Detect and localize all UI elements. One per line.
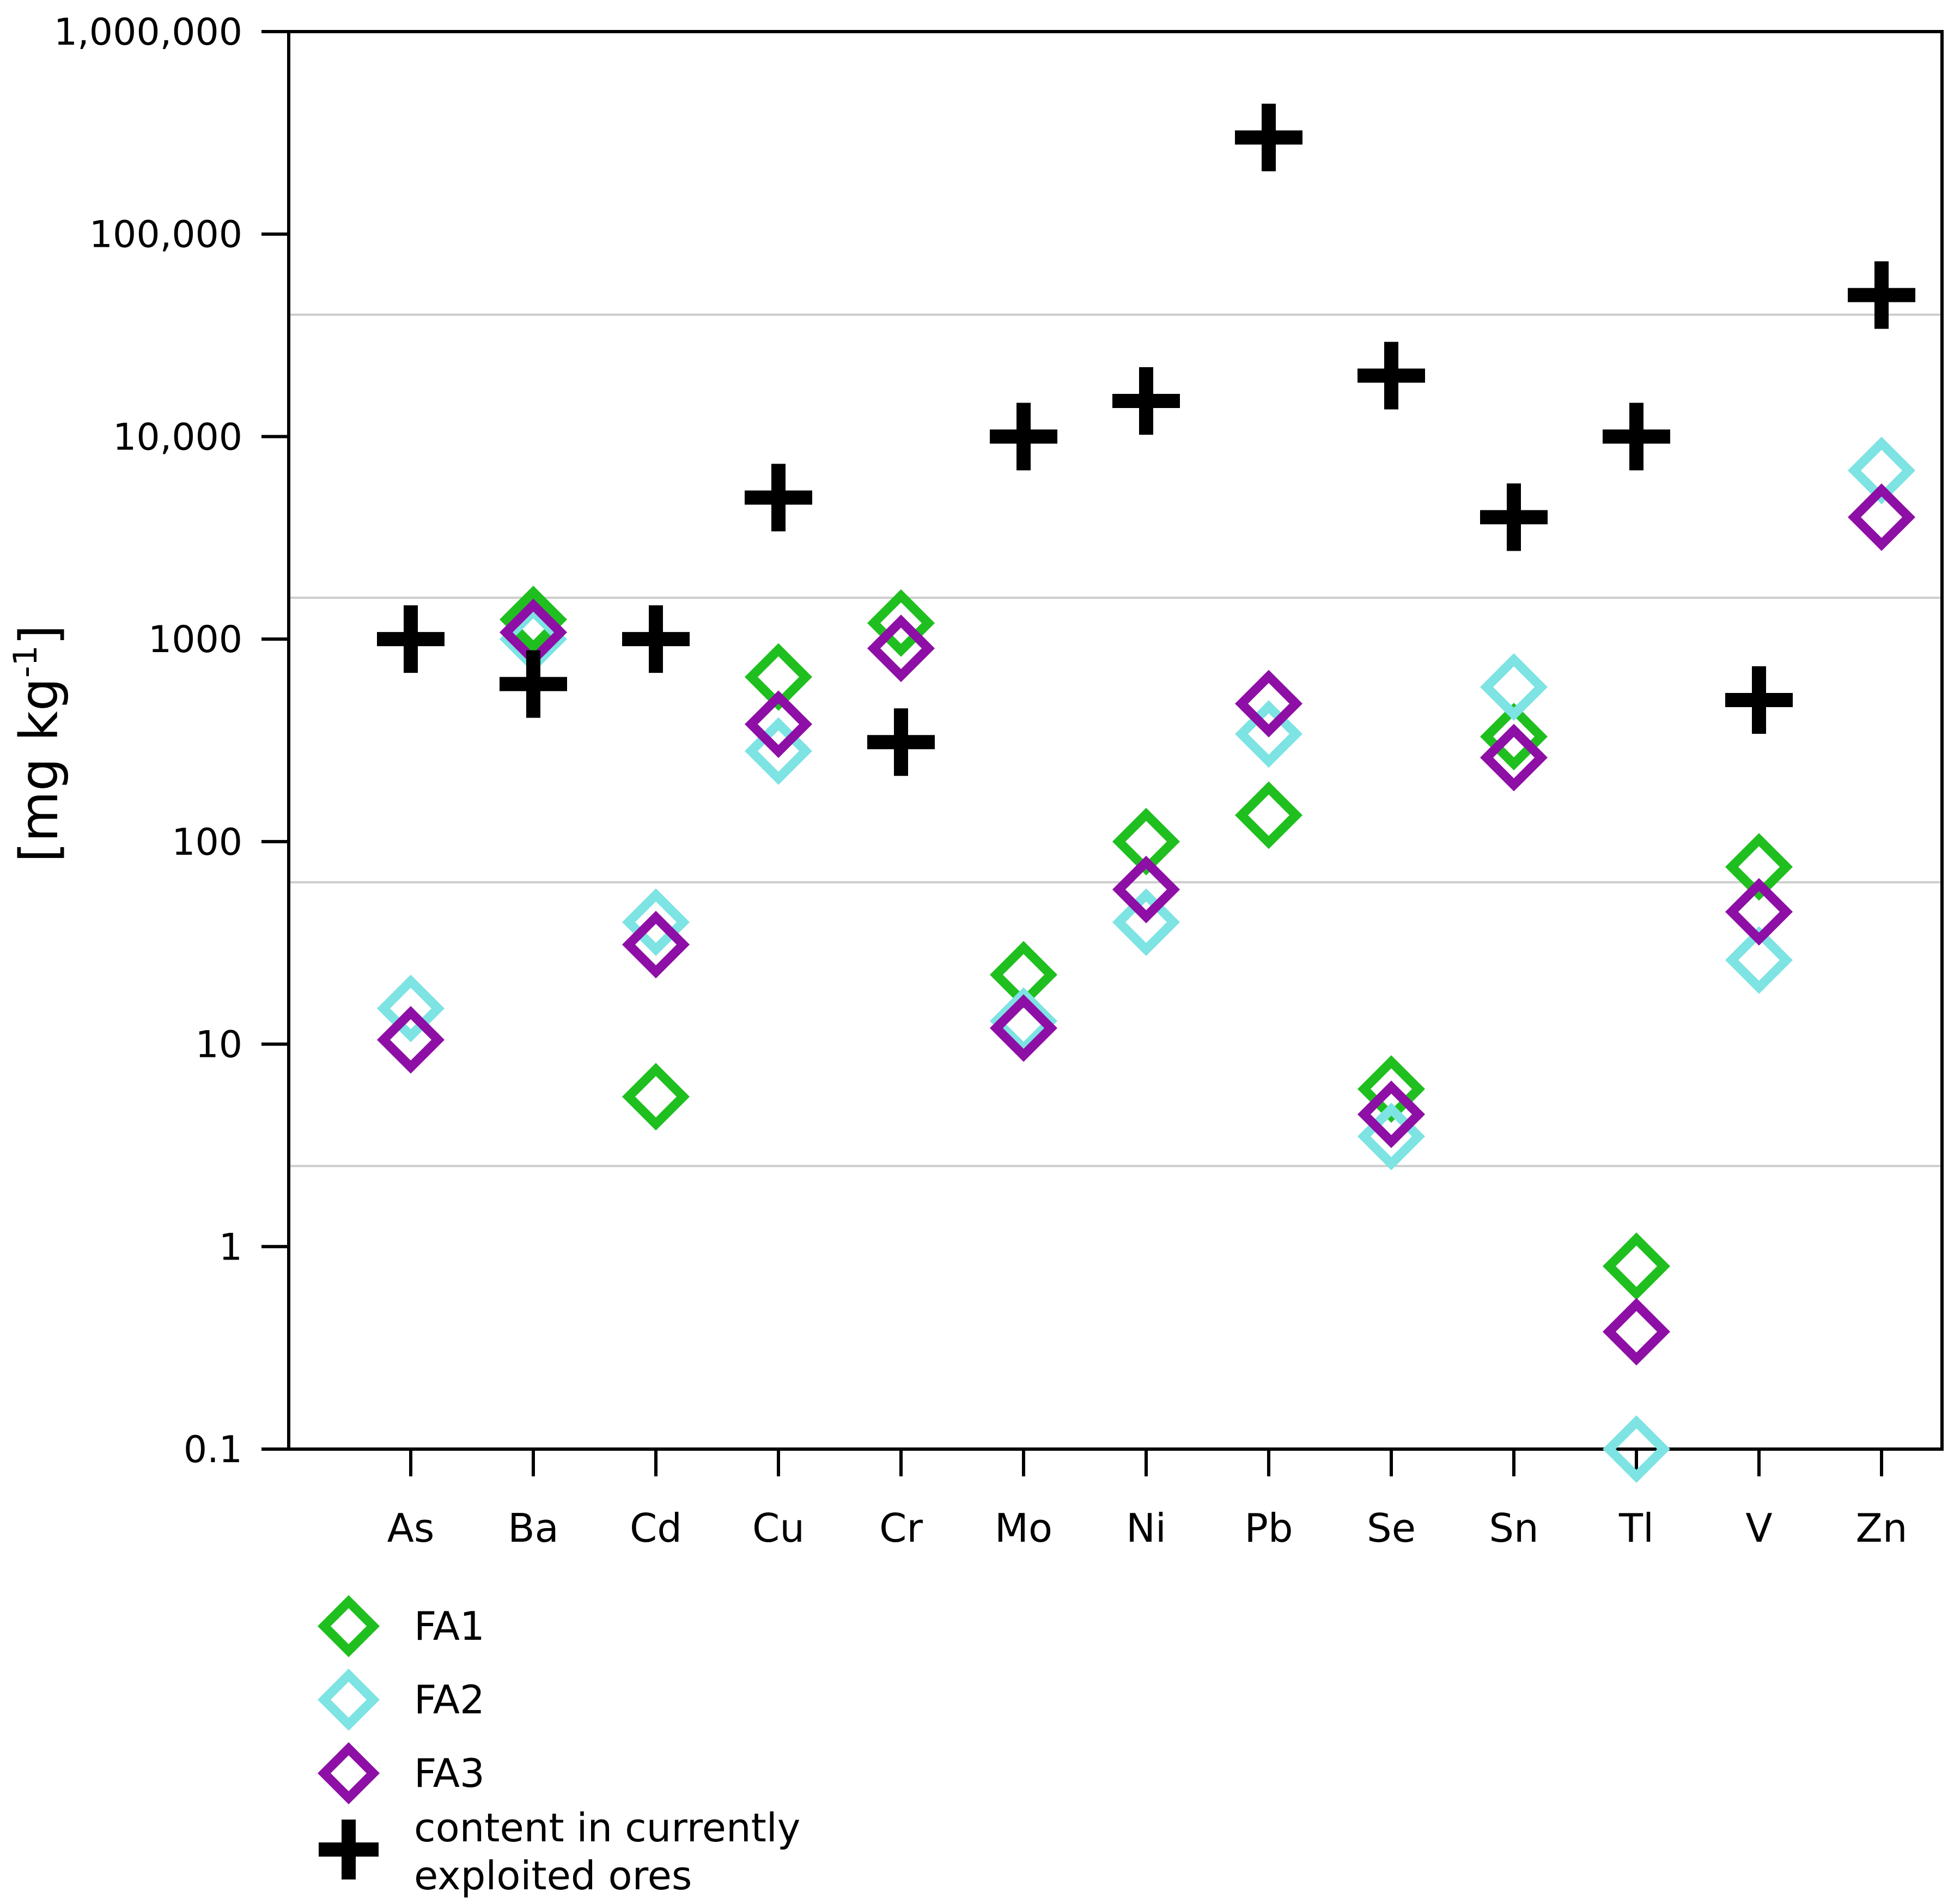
data-point xyxy=(1357,1055,1426,1123)
y-tick-label: 0.1 xyxy=(184,1428,242,1471)
legend-label: FA1 xyxy=(414,1603,485,1649)
y-tick-label: 1 xyxy=(219,1226,242,1269)
x-tick-label: Ni xyxy=(1126,1505,1166,1551)
data-point xyxy=(1480,483,1548,551)
data-point xyxy=(622,1063,690,1131)
legend-marker xyxy=(319,1820,379,1879)
legend-marker xyxy=(317,1742,380,1805)
y-axis-label-sup: -1 xyxy=(7,645,45,678)
plot-frame xyxy=(287,30,1944,1451)
legend-marker xyxy=(317,1595,380,1658)
x-tick-label: Pb xyxy=(1244,1505,1293,1551)
data-point xyxy=(744,690,813,758)
data-point xyxy=(1234,670,1303,738)
data-point xyxy=(1480,703,1548,771)
x-tick-label: Sn xyxy=(1489,1505,1538,1551)
series-fa3 xyxy=(376,483,1916,1366)
y-tick-label: 10 xyxy=(195,1024,242,1067)
data-point xyxy=(376,1006,445,1074)
y-tick-label: 100,000 xyxy=(89,214,242,257)
data-point xyxy=(745,464,812,532)
gridlines xyxy=(289,313,1942,1167)
y-axis-label: [mg kg-1] xyxy=(7,625,70,862)
data-point xyxy=(1725,878,1793,946)
data-point xyxy=(867,589,935,657)
x-tick-label: Mo xyxy=(995,1505,1052,1551)
data-point xyxy=(377,605,445,673)
data-point xyxy=(1602,1232,1671,1300)
legend-label: exploited ores xyxy=(414,1853,692,1899)
data-point xyxy=(744,717,813,785)
data-point xyxy=(1848,261,1915,329)
data-point xyxy=(1480,723,1548,792)
legend-label: content in currently xyxy=(414,1805,800,1851)
data-point xyxy=(1725,926,1793,994)
data-point xyxy=(1847,483,1916,551)
x-tick-label: Tl xyxy=(1618,1505,1654,1551)
data-point xyxy=(989,994,1058,1062)
data-point xyxy=(1602,1298,1671,1366)
y-tick-label: 1,000,000 xyxy=(54,11,242,54)
data-point xyxy=(1235,104,1302,172)
data-point xyxy=(622,888,690,956)
y-axis: 1,000,000 100,000 10,000 1000 100 10 1 0.1 xyxy=(54,11,289,1471)
legend-item: FA1 xyxy=(317,1595,485,1658)
data-point xyxy=(1725,666,1793,734)
data-point xyxy=(1602,1415,1671,1483)
legend-item: FA2 xyxy=(317,1668,485,1731)
x-axis: As Ba Cd Cu Cr Mo Ni Pb Se Sn Tl V Zn xyxy=(387,1449,1908,1551)
y-tick-label: 10,000 xyxy=(113,416,242,459)
x-tick-label: Cd xyxy=(630,1505,682,1551)
data-point xyxy=(1357,1080,1426,1148)
x-tick-label: Cr xyxy=(879,1505,923,1551)
data-point xyxy=(500,650,567,718)
data-point xyxy=(1358,342,1425,410)
x-tick-label: Se xyxy=(1367,1505,1416,1551)
data-point xyxy=(990,403,1057,471)
x-tick-label: Cu xyxy=(752,1505,805,1551)
data-marks xyxy=(376,104,1916,1483)
data-point xyxy=(1234,781,1303,849)
x-tick-label: Zn xyxy=(1856,1505,1908,1551)
y-tick-label: 100 xyxy=(172,821,242,864)
data-point xyxy=(622,910,690,978)
series-fa1 xyxy=(499,586,1793,1300)
data-point xyxy=(1480,653,1548,721)
data-point xyxy=(1847,436,1916,504)
legend-marker xyxy=(317,1668,380,1731)
y-tick-label: 1000 xyxy=(148,618,242,661)
data-point xyxy=(376,975,445,1043)
legend-label: FA3 xyxy=(414,1750,485,1796)
legend-label: FA2 xyxy=(414,1677,485,1723)
data-point xyxy=(1112,807,1180,875)
data-point xyxy=(867,615,935,683)
data-point xyxy=(867,708,935,776)
data-point xyxy=(1112,367,1180,435)
x-tick-label: As xyxy=(387,1505,435,1551)
series-content xyxy=(377,104,1915,776)
data-point xyxy=(1112,855,1180,923)
data-point xyxy=(499,586,568,654)
data-point xyxy=(1234,700,1303,768)
data-point xyxy=(622,605,690,673)
legend-item: FA3 xyxy=(317,1742,485,1805)
data-point xyxy=(1725,833,1793,901)
data-point xyxy=(989,987,1058,1055)
x-tick-label: Ba xyxy=(508,1505,559,1551)
data-point xyxy=(1112,888,1180,956)
data-point xyxy=(1603,403,1670,471)
data-point xyxy=(744,643,813,711)
y-axis-label-close: ] xyxy=(9,625,70,645)
x-tick-label: V xyxy=(1745,1505,1772,1551)
